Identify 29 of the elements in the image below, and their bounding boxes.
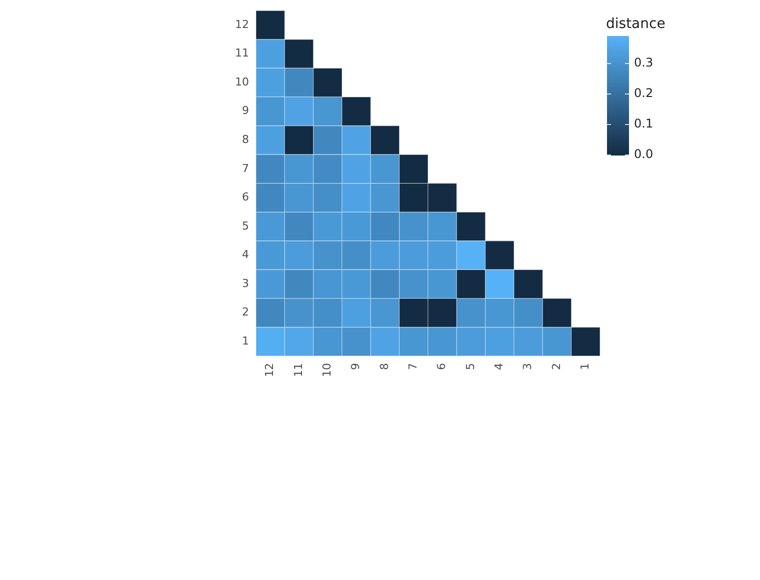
y-tick-label: 12 <box>234 18 249 31</box>
x-tick-label: 3 <box>521 363 534 370</box>
x-tick-label: 1 <box>578 363 592 370</box>
color-bar-label: 0.1 <box>634 116 654 131</box>
y-tick-label: 4 <box>242 248 249 262</box>
color-bar-label: 0.3 <box>634 56 654 70</box>
y-tick-label: 2 <box>242 306 249 319</box>
x-tick-label: 10 <box>320 363 334 378</box>
color-bar-title: distance <box>606 16 666 32</box>
x-tick-label: 6 <box>435 363 448 370</box>
x-tick-label: 4 <box>492 363 506 370</box>
x-tick-label: 9 <box>349 363 362 370</box>
x-tick-label: 12 <box>263 363 276 378</box>
x-tick-label: 2 <box>550 363 563 370</box>
y-tick-label: 1 <box>242 334 249 348</box>
color-bar-label: 0.0 <box>634 147 654 162</box>
y-tick-label: 9 <box>242 104 249 118</box>
y-tick-label: 11 <box>234 46 249 60</box>
x-tick-label: 8 <box>378 363 391 370</box>
y-tick-label: 8 <box>242 132 249 146</box>
y-tick-label: 3 <box>242 276 249 290</box>
y-tick-label: 10 <box>234 75 249 88</box>
y-tick-label: 7 <box>242 162 249 175</box>
x-tick-label: 11 <box>292 363 305 378</box>
color-bar-label: 0.2 <box>634 86 654 100</box>
x-tick-label: 7 <box>406 363 420 370</box>
y-tick-label: 5 <box>242 219 249 232</box>
x-tick-label: 5 <box>464 363 477 370</box>
y-tick-label: 6 <box>242 190 249 204</box>
